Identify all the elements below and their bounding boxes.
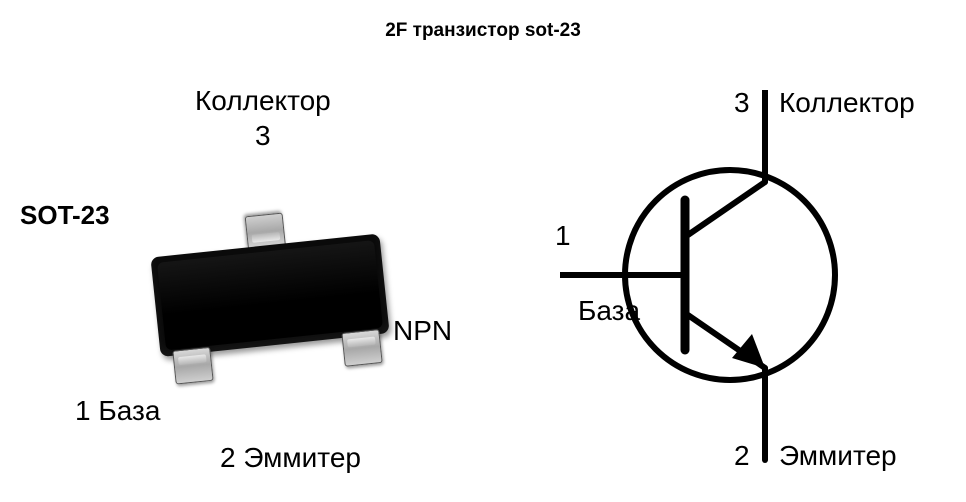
package-panel: Коллектор 3 SOT-23 NPN 1 База 2 Эммитер	[20, 70, 520, 470]
npn-type-label: NPN	[393, 315, 452, 347]
lead-1-base	[172, 347, 213, 385]
sch-collector-num: 3	[734, 87, 750, 119]
sch-collector-text: Коллектор	[779, 87, 915, 119]
pin3-name-label: Коллектор	[195, 85, 331, 117]
schematic-panel: 3 Коллектор 1 База 2 Эммитер	[560, 90, 950, 480]
collector-diagonal	[685, 182, 765, 237]
pin3-number-label: 3	[255, 120, 271, 152]
sot23-package-drawing	[128, 206, 417, 384]
npn-schematic-icon	[560, 90, 950, 480]
pin1-label: 1 База	[75, 395, 160, 427]
package-name-label: SOT-23	[20, 200, 110, 231]
pin2-label: 2 Эммитер	[220, 442, 361, 474]
page-title: 2F транзистор sot-23	[385, 20, 581, 42]
lead-2-emitter	[341, 329, 382, 367]
sch-emitter-num: 2	[734, 440, 750, 472]
sch-base-text: База	[578, 295, 640, 327]
sch-base-num: 1	[555, 220, 571, 252]
sch-emitter-text: Эммитер	[779, 440, 897, 472]
